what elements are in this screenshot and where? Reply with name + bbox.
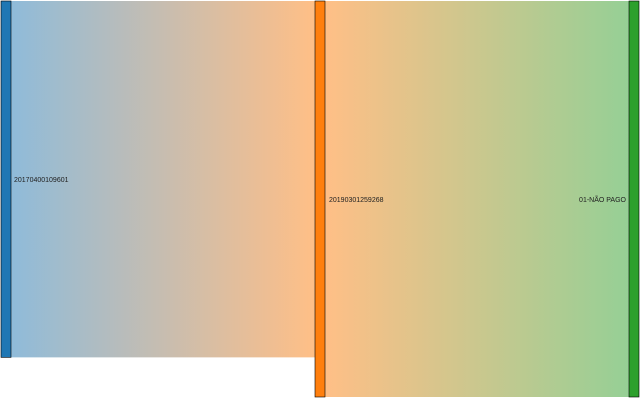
node-label-0: 20170400109601 xyxy=(14,177,69,184)
node-label-2: 01-NÃO PAGO xyxy=(579,195,626,204)
node-1[interactable] xyxy=(314,0,326,398)
node-0[interactable] xyxy=(0,0,12,358)
node-2[interactable] xyxy=(628,0,640,398)
node-label-1: 20190301259268 xyxy=(329,197,384,204)
link-1-2[interactable] xyxy=(325,1,629,397)
link-0-1[interactable] xyxy=(11,1,315,358)
